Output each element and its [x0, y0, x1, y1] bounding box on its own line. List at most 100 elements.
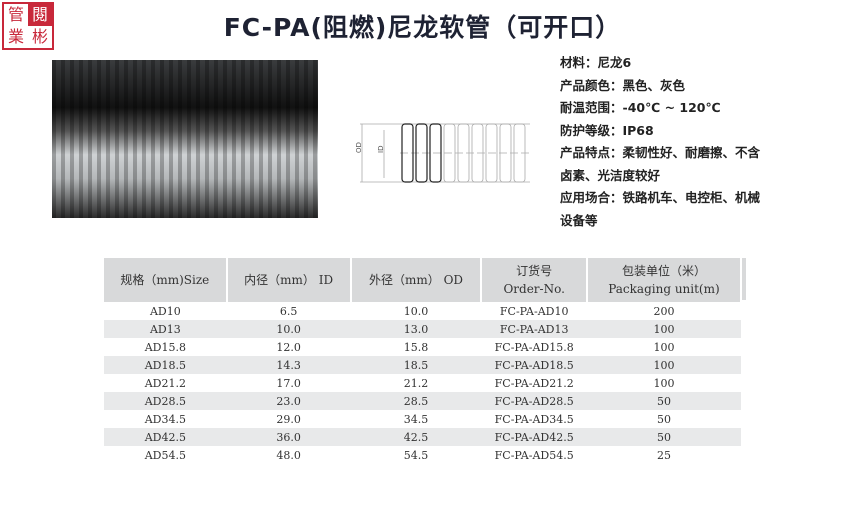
tube-rib [88, 60, 92, 218]
tube-rib [151, 60, 155, 218]
spec-application: 应用场合：铁路机车、电控柜、机械 [560, 190, 761, 205]
spec-protection: 防护等级：IP68 [560, 122, 654, 138]
tube-rib [277, 60, 281, 218]
table-cell: AD28.5 [104, 392, 227, 410]
table-cell: AD42.5 [104, 428, 227, 446]
tube-rib [457, 123, 470, 183]
table-cell: 50 [586, 428, 741, 446]
table-cell: 34.5 [403, 412, 429, 426]
table-cell: FC-PA-AD21.2 [494, 376, 574, 390]
tube-rib [286, 60, 290, 218]
table-row: AD54.5 48.0 54.5 FC-PA-AD54.5 25 [104, 446, 741, 464]
tube-rib [471, 123, 484, 183]
tube-rib [259, 60, 263, 218]
tube-rib [79, 60, 83, 218]
table-cell: 29.0 [276, 412, 301, 426]
table-cell: 6.5 [279, 304, 298, 318]
table-cell: FC-PA-AD18.5 [481, 356, 587, 374]
header-text: Order-No. [503, 282, 565, 296]
table-cell: FC-PA-AD28.5 [481, 392, 587, 410]
tube-rib [241, 60, 245, 218]
header-text: 内径（mm） ID [244, 273, 334, 287]
table-cell: 100 [653, 340, 675, 354]
column-header: 外径（mm） OD [350, 258, 483, 302]
table-cell: AD10 [149, 304, 181, 318]
table-row: AD18.5 14.3 18.5 FC-PA-AD18.5 100 [104, 356, 741, 374]
spec-temperature: 耐温范围：-40℃ ~ 120℃ [560, 100, 721, 115]
table-cell: 17.0 [276, 376, 301, 390]
tube-rib [268, 60, 272, 218]
table-cell: FC-PA-AD34.5 [494, 412, 574, 426]
tube-rib [205, 60, 209, 218]
table-cell: 21.2 [403, 376, 429, 390]
tube-rib [304, 60, 308, 218]
table-cell: AD13 [104, 320, 227, 338]
table-row: AD34.5 29.0 34.5 FC-PA-AD34.5 50 [104, 410, 741, 428]
tube-rib [223, 60, 227, 218]
table-cell: AD15.8 [144, 340, 186, 354]
column-header: 内径（mm） ID [226, 258, 352, 302]
table-row: AD28.5 23.0 28.5 FC-PA-AD28.5 50 [104, 392, 741, 410]
seal-char: 業 [7, 27, 24, 46]
od-label: OD [355, 142, 363, 153]
tube-rib [250, 60, 254, 218]
tube-rib [61, 60, 65, 218]
table-row: AD13 10.0 13.0 FC-PA-AD13 100 [104, 320, 741, 338]
table-cell: 48.0 [276, 448, 301, 462]
tube-rib [485, 123, 498, 183]
table-row: AD15.8 12.0 15.8 FC-PA-AD15.8 100 [104, 338, 741, 356]
table-cell: FC-PA-AD10 [499, 304, 569, 318]
tube-rib [443, 123, 456, 183]
table-cell: FC-PA-AD15.8 [494, 340, 574, 354]
brand-seal-logo: 管 閱 業 彬 [2, 2, 54, 50]
id-label: ID [377, 146, 385, 153]
table-cell: AD34.5 [144, 412, 186, 426]
table-cell: 100 [653, 376, 675, 390]
table-cell: FC-PA-AD54.5 [494, 448, 574, 462]
tube-rib [169, 60, 173, 218]
table-cell: 200 [653, 304, 675, 318]
tube-rib [295, 60, 299, 218]
seal-char: 彬 [28, 26, 52, 48]
column-header: 规格（mm)Size [104, 258, 228, 302]
tube-rib [499, 123, 512, 183]
tube-rib [133, 60, 137, 218]
spec-material: 材料：尼龙6 [560, 55, 632, 70]
tube-rib [97, 60, 101, 218]
table-cell: 18.5 [350, 356, 482, 374]
table-cell: 100 [586, 356, 741, 374]
spec-features-cont: 卤素、光洁度较好 [560, 167, 661, 183]
page-title: FC-PA(阻燃)尼龙软管（可开口） [223, 13, 622, 42]
tube-rib [124, 60, 128, 218]
tube-dimension-diagram: OD ID [355, 123, 530, 183]
table-row: AD42.5 36.0 42.5 FC-PA-AD42.5 50 [104, 428, 741, 446]
table-cell: AD21.2 [144, 376, 186, 390]
spec-list: 材料：尼龙6 产品颜色：黑色、灰色 耐温范围：-40℃ ~ 120℃ 防护等级：… [560, 52, 760, 232]
product-photo [52, 60, 318, 218]
tube-rib [106, 60, 110, 218]
column-header: 订货号 Order-No. [481, 258, 588, 302]
tube-rib [401, 123, 414, 183]
header-text: Packaging unit(m) [608, 282, 720, 296]
table-cell: 42.5 [350, 428, 482, 446]
spec-features: 产品特点：柔韧性好、耐磨擦、不含 [560, 145, 761, 160]
table-cell: 25 [656, 448, 671, 462]
table-cell: 10.0 [403, 304, 429, 318]
tube-rib [142, 60, 146, 218]
spec-color: 产品颜色：黑色、灰色 [560, 77, 686, 93]
table-cell: AD54.5 [144, 448, 186, 462]
table-row: AD21.2 17.0 21.2 FC-PA-AD21.2 100 [104, 374, 741, 392]
spec-table: 规格（mm)Size 内径（mm） ID 外径（mm） OD 订货号 Order-No.… [104, 258, 743, 464]
table-cell: 13.0 [350, 320, 482, 338]
tube-rib [415, 123, 428, 183]
table-cell: 36.0 [226, 428, 351, 446]
tube-rib [313, 60, 317, 218]
table-cell: 28.5 [350, 392, 482, 410]
header-text: 规格（mm)Size [120, 273, 210, 287]
seal-char: 管 [7, 5, 24, 24]
table-cell: 100 [586, 320, 741, 338]
tube-rib [160, 60, 164, 218]
table-cell: 54.5 [403, 448, 429, 462]
tube-rib [429, 123, 442, 183]
header-text: 订货号 [516, 264, 553, 278]
